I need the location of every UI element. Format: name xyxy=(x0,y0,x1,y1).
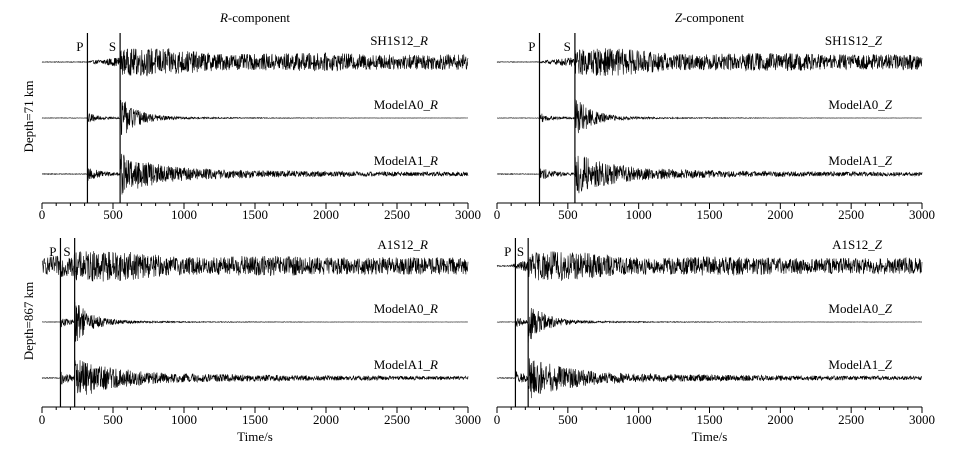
trace-label-component: Z xyxy=(885,357,893,372)
x-tick-label: 2000 xyxy=(313,412,339,427)
panel-title-component: R xyxy=(219,10,228,25)
x-tick-label: 2500 xyxy=(384,207,410,222)
trace-label-name: ModelA0_ xyxy=(374,97,431,112)
x-tick-label: 1000 xyxy=(171,412,197,427)
trace-label-component: R xyxy=(429,357,438,372)
x-tick-label: 500 xyxy=(103,207,123,222)
trace-modela1 xyxy=(41,153,469,195)
trace-label: A1S12_Z xyxy=(832,237,883,252)
x-tick-label: 2500 xyxy=(384,412,410,427)
x-tick-label: 1500 xyxy=(242,207,268,222)
x-tick-label: 3000 xyxy=(909,207,935,222)
trace-label-component: Z xyxy=(885,301,893,316)
trace-label: SH1S12_R xyxy=(370,33,428,48)
x-tick-label: 1500 xyxy=(242,412,268,427)
phase-label-s: S xyxy=(63,244,70,259)
x-tick-label: 3000 xyxy=(909,412,935,427)
trace-label: ModelA1_R xyxy=(374,153,438,168)
trace-label: ModelA0_Z xyxy=(828,97,892,112)
depth-label: Depth=867 km xyxy=(21,282,36,360)
x-axis-label: Time/s xyxy=(237,429,273,444)
x-tick-label: 1500 xyxy=(697,412,723,427)
trace-sh1s12 xyxy=(496,48,923,76)
trace-modela0 xyxy=(496,99,923,137)
trace-label: ModelA0_R xyxy=(374,97,438,112)
trace-label-name: ModelA1_ xyxy=(374,357,431,372)
trace-label-component: Z xyxy=(885,153,893,168)
trace-label-name: ModelA0_ xyxy=(828,97,885,112)
trace-label-name: ModelA1_ xyxy=(828,153,885,168)
trace-modela0 xyxy=(41,301,469,342)
trace-label-name: ModelA0_ xyxy=(374,301,431,316)
trace-label-component: Z xyxy=(875,33,883,48)
x-tick-label: 1000 xyxy=(171,207,197,222)
depth-label: Depth=71 km xyxy=(21,81,36,153)
trace-label-component: R xyxy=(429,97,438,112)
phase-label-p: P xyxy=(49,244,56,259)
x-tick-label: 0 xyxy=(494,207,501,222)
trace-label-name: SH1S12_ xyxy=(825,33,875,48)
trace-label-name: SH1S12_ xyxy=(370,33,420,48)
x-axis-label: Time/s xyxy=(692,429,728,444)
panel-3: Depth=867 km 0 500 1000 1500 2000 2500 3000 Time… xyxy=(21,237,481,444)
trace-sh1s12 xyxy=(41,48,469,77)
x-tick-label: 3000 xyxy=(455,207,481,222)
x-tick-label: 2000 xyxy=(313,207,339,222)
trace-label: ModelA0_R xyxy=(374,301,438,316)
phase-label-p: P xyxy=(504,244,511,259)
x-tick-label: 2000 xyxy=(767,207,793,222)
trace-label-component: R xyxy=(429,301,438,316)
trace-label-component: R xyxy=(419,33,428,48)
x-tick-label: 2000 xyxy=(767,412,793,427)
trace-label-component: R xyxy=(429,153,438,168)
panel-title: R-component xyxy=(219,10,290,25)
phase-label-s: S xyxy=(517,244,524,259)
trace-a1s12 xyxy=(496,251,923,281)
x-tick-label: 500 xyxy=(103,412,123,427)
trace-label: SH1S12_Z xyxy=(825,33,883,48)
trace-label-component: R xyxy=(419,237,428,252)
trace-label: ModelA1_R xyxy=(374,357,438,372)
x-tick-label: 1000 xyxy=(626,412,652,427)
x-tick-label: 1000 xyxy=(626,207,652,222)
trace-label: ModelA1_Z xyxy=(828,153,892,168)
x-tick-label: 0 xyxy=(494,412,501,427)
x-tick-label: 1500 xyxy=(697,207,723,222)
panel-title-suffix: -component xyxy=(228,10,290,25)
panel-title: Z-component xyxy=(675,10,745,25)
panel-title-component: Z xyxy=(675,10,683,25)
phase-label-s: S xyxy=(564,39,571,54)
trace-label-name: A1S12_ xyxy=(832,237,875,252)
x-tick-label: 0 xyxy=(39,207,46,222)
trace-modela1 xyxy=(41,359,469,395)
phase-label-p: P xyxy=(528,39,535,54)
trace-label-name: ModelA0_ xyxy=(828,301,885,316)
trace-modela0 xyxy=(41,100,469,135)
trace-a1s12 xyxy=(41,251,469,282)
trace-label-name: A1S12_ xyxy=(377,237,420,252)
panel-title-suffix: -component xyxy=(682,10,744,25)
x-tick-label: 500 xyxy=(558,207,578,222)
trace-label-component: Z xyxy=(875,237,883,252)
trace-label-name: ModelA1_ xyxy=(374,153,431,168)
x-tick-label: 2500 xyxy=(838,207,864,222)
trace-label: ModelA0_Z xyxy=(828,301,892,316)
x-tick-label: 2500 xyxy=(838,412,864,427)
phase-label-s: S xyxy=(109,39,116,54)
trace-label-name: ModelA1_ xyxy=(828,357,885,372)
x-tick-label: 3000 xyxy=(455,412,481,427)
trace-modela0 xyxy=(496,307,923,343)
x-tick-label: 500 xyxy=(558,412,578,427)
phase-label-p: P xyxy=(76,39,83,54)
trace-label: A1S12_R xyxy=(377,237,428,252)
trace-label: ModelA1_Z xyxy=(828,357,892,372)
trace-modela1 xyxy=(496,155,923,194)
trace-label-component: Z xyxy=(885,97,893,112)
trace-modela1 xyxy=(496,358,923,399)
x-tick-label: 0 xyxy=(39,412,46,427)
